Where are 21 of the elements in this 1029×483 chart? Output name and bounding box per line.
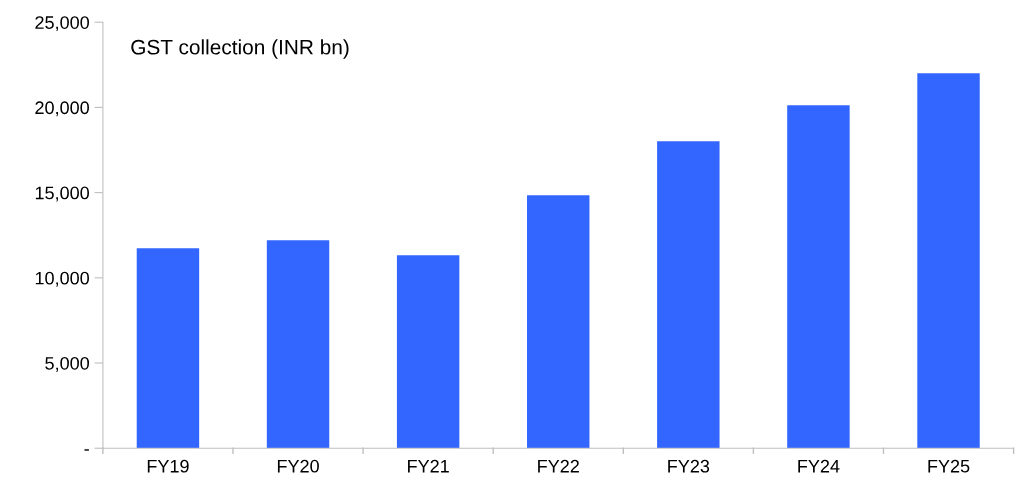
y-tick-label: 25,000 (35, 16, 89, 32)
x-tick-label: FY20 (277, 459, 319, 473)
bar (917, 73, 980, 449)
bar (787, 105, 850, 449)
y-tick-label: - (84, 449, 89, 451)
y-tick-label: 20,000 (35, 101, 89, 117)
bar (396, 255, 460, 449)
bar (136, 248, 200, 449)
bar (527, 195, 590, 449)
x-tick-label: FY19 (147, 459, 189, 473)
annotation: GST collection (INR bn) (131, 39, 349, 59)
x-tick-label: FY23 (668, 459, 710, 473)
y-tick-label: 5,000 (45, 356, 89, 372)
x-tick-label: FY21 (408, 459, 449, 473)
bar (266, 240, 330, 449)
x-tick-label: FY24 (798, 459, 840, 473)
y-tick-label: 10,000 (35, 271, 89, 287)
bar (657, 141, 720, 449)
x-tick-label: FY25 (928, 459, 970, 473)
x-tick-label: FY22 (538, 459, 579, 473)
y-tick-label: 15,000 (35, 186, 89, 202)
